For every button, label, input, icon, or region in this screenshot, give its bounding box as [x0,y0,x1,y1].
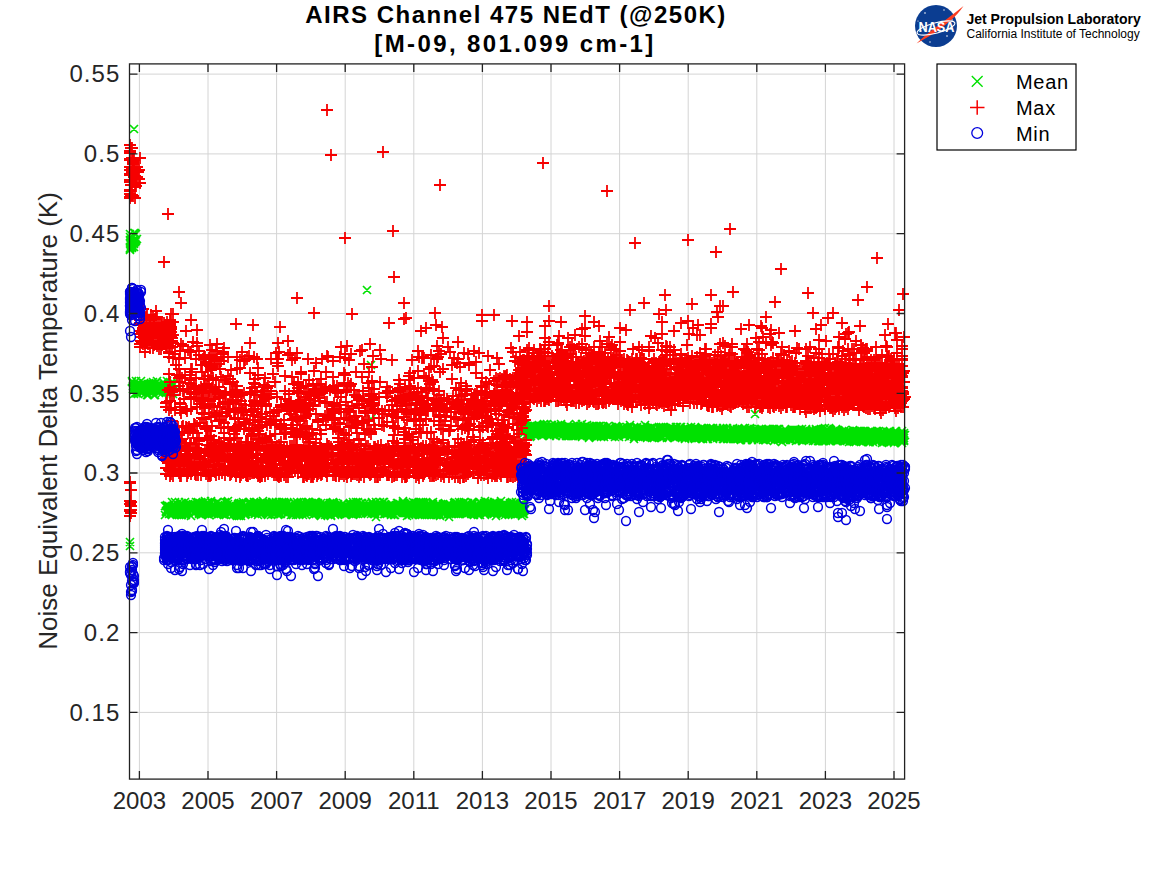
svg-text:2021: 2021 [730,787,783,814]
svg-text:2019: 2019 [662,787,715,814]
svg-text:Min: Min [1016,123,1050,145]
svg-text:0.55: 0.55 [69,60,120,87]
svg-text:Max: Max [1016,97,1056,119]
svg-text:AIRS Channel 475 NEdT (@250K): AIRS Channel 475 NEdT (@250K) [305,1,727,28]
svg-text:0.25: 0.25 [69,539,120,566]
svg-text:Jet Propulsion Laboratory: Jet Propulsion Laboratory [967,11,1141,27]
svg-text:2003: 2003 [113,787,166,814]
svg-text:0.45: 0.45 [69,220,120,247]
svg-text:0.15: 0.15 [69,699,120,726]
svg-text:2015: 2015 [524,787,577,814]
svg-text:Noise Equivalent Delta Tempera: Noise Equivalent Delta Temperature (K) [33,192,63,650]
svg-text:0.4: 0.4 [84,300,121,327]
svg-text:2023: 2023 [799,787,852,814]
svg-text:2011: 2011 [388,787,440,814]
svg-text:2013: 2013 [456,787,509,814]
svg-text:2009: 2009 [319,787,372,814]
svg-text:[M-09, 801.099 cm-1]: [M-09, 801.099 cm-1] [374,30,655,57]
svg-text:NASA: NASA [919,18,955,35]
svg-text:California Institute of Techno: California Institute of Technology [967,27,1140,41]
svg-text:0.35: 0.35 [69,380,120,407]
svg-text:0.5: 0.5 [84,140,121,167]
svg-text:Mean: Mean [1016,71,1069,93]
svg-text:2005: 2005 [181,787,234,814]
svg-text:2017: 2017 [593,787,646,814]
svg-text:0.2: 0.2 [84,619,121,646]
svg-text:2007: 2007 [250,787,303,814]
svg-text:2025: 2025 [867,787,920,814]
svg-text:0.3: 0.3 [84,459,121,486]
